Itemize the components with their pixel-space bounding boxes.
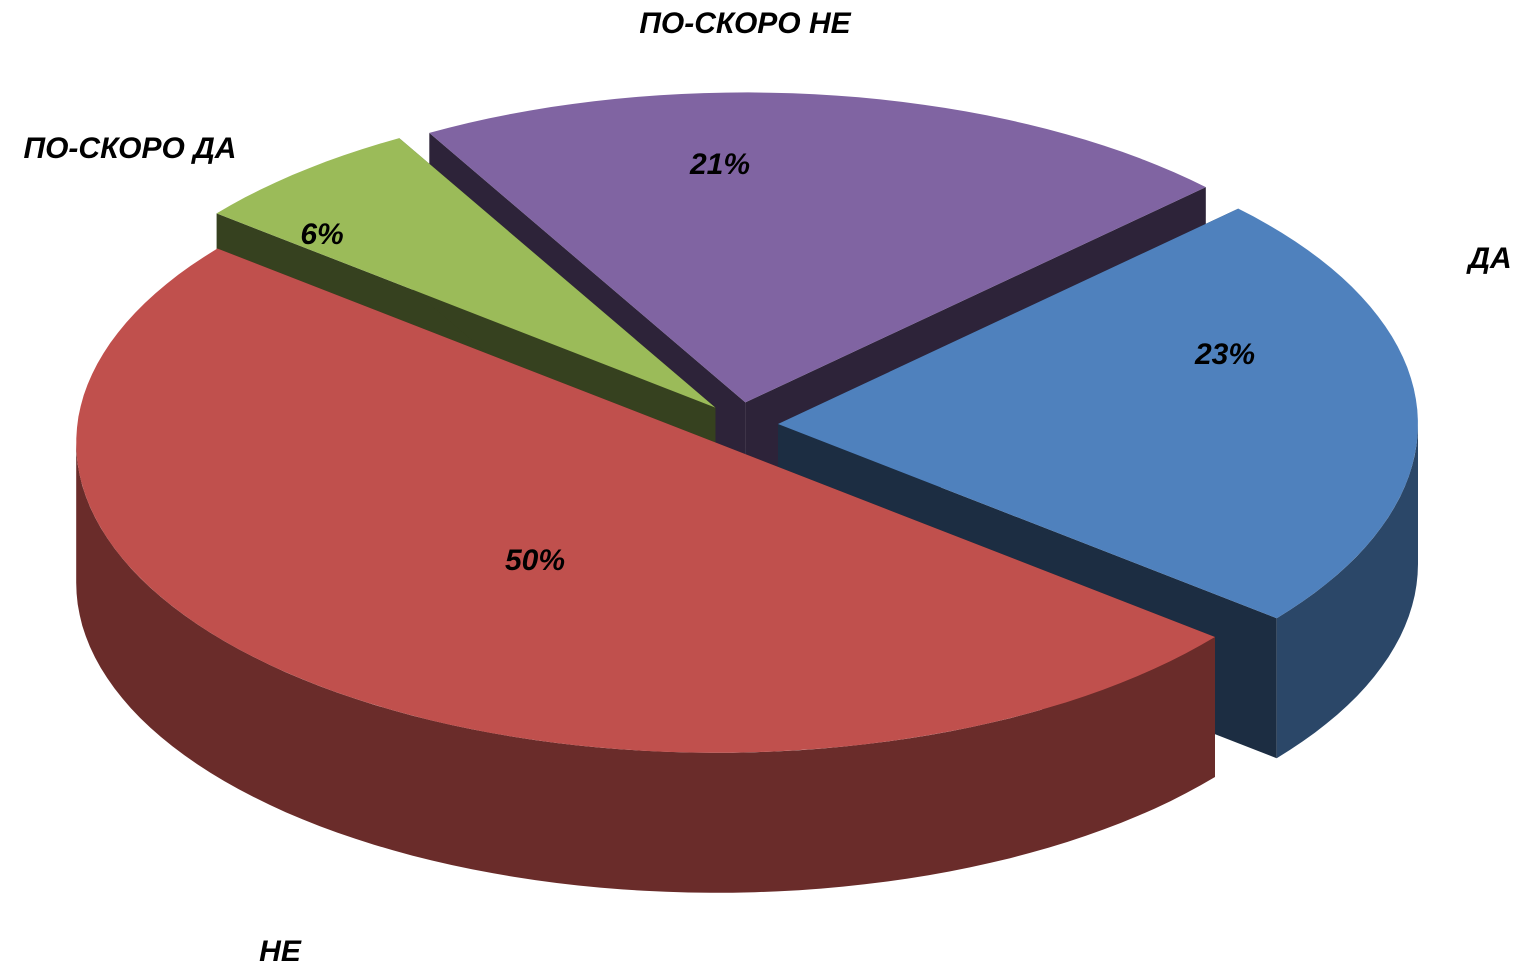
slice-top bbox=[76, 248, 1215, 753]
slice-side bbox=[1276, 424, 1418, 759]
category-label: НЕ bbox=[259, 935, 302, 968]
category-label: ПО-СКОРО НЕ bbox=[639, 7, 851, 40]
slice-top bbox=[429, 92, 1206, 403]
value-label: 50% bbox=[505, 544, 565, 577]
category-label: ДА bbox=[1465, 242, 1511, 275]
value-label: 21% bbox=[689, 148, 750, 181]
slice-top bbox=[216, 138, 716, 408]
value-label: 23% bbox=[1194, 338, 1255, 371]
value-label: 6% bbox=[300, 218, 343, 251]
slice-top bbox=[778, 208, 1418, 619]
slice-side bbox=[76, 442, 1216, 893]
category-label: ПО-СКОРО ДА bbox=[24, 132, 237, 165]
slice bbox=[76, 248, 1216, 893]
